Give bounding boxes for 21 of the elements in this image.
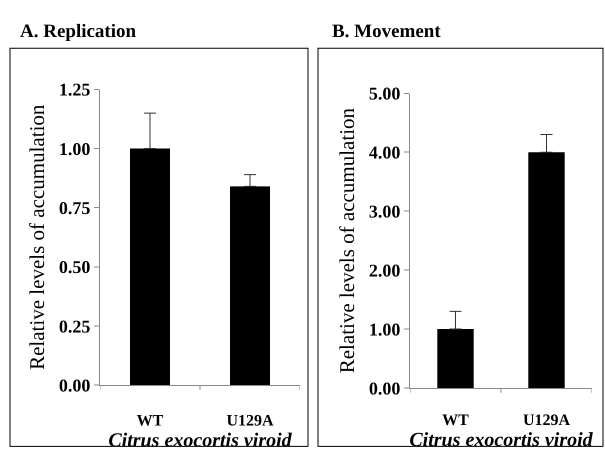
y-axis-title: Relative levels of accumulation xyxy=(25,104,50,370)
y-tick-label: 3.00 xyxy=(368,201,400,222)
y-tick-label: 0.50 xyxy=(58,257,90,278)
x-tick-label: WT xyxy=(136,412,164,430)
y-tick-label: 0.00 xyxy=(58,375,90,396)
x-tick-label: U129A xyxy=(522,412,570,430)
y-tick-label: 2.00 xyxy=(368,260,400,280)
chart-title: A. Replication xyxy=(20,21,137,42)
y-tick-label: 0.75 xyxy=(58,198,90,218)
y-tick-label: 1.00 xyxy=(368,319,400,340)
y-tick-label: 0.25 xyxy=(58,316,90,336)
y-axis-title: Relative levels of accumulation xyxy=(335,107,360,374)
chart-title: B. Movement xyxy=(332,21,442,42)
x-tick-label: WT xyxy=(442,412,470,430)
y-tick-label: 5.00 xyxy=(368,84,400,104)
x-axis-title: Citrus exocortis viroid xyxy=(409,429,594,452)
x-tick-label: U129A xyxy=(226,412,274,430)
y-tick-label: 4.00 xyxy=(368,142,400,162)
y-tick-label: 1.00 xyxy=(58,138,90,159)
y-tick-label: 0.00 xyxy=(368,378,400,398)
y-tick-label: 1.25 xyxy=(58,80,90,100)
